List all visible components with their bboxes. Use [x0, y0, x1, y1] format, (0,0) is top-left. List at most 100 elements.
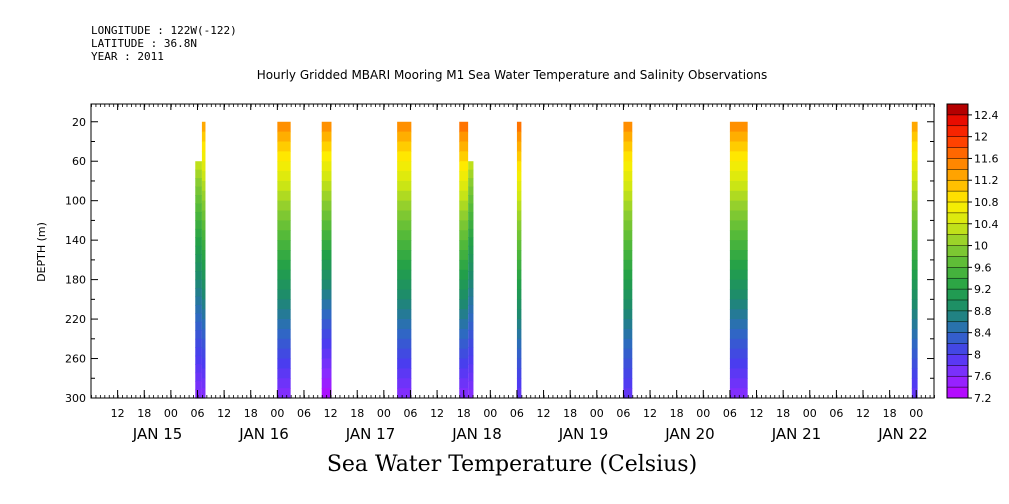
- x-hour-tick-label: 12: [324, 407, 338, 420]
- temperature-cell: [516, 309, 522, 320]
- temperature-cell: [321, 200, 332, 212]
- temperature-cell: [195, 262, 202, 272]
- temperature-cell: [459, 180, 469, 192]
- colorbar-tick-label: 7.6: [974, 370, 992, 383]
- temperature-cell: [277, 121, 291, 133]
- temperature-cell: [195, 195, 202, 205]
- colorbar-swatch: [947, 343, 968, 355]
- temperature-cell: [195, 330, 202, 340]
- x-hour-tick-label: 12: [430, 407, 444, 420]
- temperature-cell: [516, 190, 522, 202]
- temperature-cell: [911, 131, 918, 143]
- temperature-cell: [277, 210, 291, 222]
- temperature-cell: [195, 304, 202, 315]
- x-hour-tick-label: 18: [883, 407, 897, 420]
- chart-title: Hourly Gridded MBARI Mooring M1 Sea Wate…: [256, 68, 768, 82]
- temperature-cell: [911, 141, 918, 152]
- temperature-cell: [277, 220, 291, 231]
- temperature-cell: [468, 296, 474, 306]
- temperature-cell: [277, 319, 291, 330]
- y-tick-label: 300: [65, 392, 86, 405]
- temperature-cell: [277, 141, 291, 152]
- temperature-cell: [195, 245, 202, 255]
- temperature-cell: [911, 289, 918, 300]
- data-column-8: [516, 121, 522, 399]
- temperature-cell: [321, 259, 332, 271]
- colorbar-tick-label: 11.6: [974, 152, 999, 165]
- temperature-cell: [201, 259, 206, 271]
- temperature-cell: [911, 309, 918, 320]
- temperature-cell: [468, 245, 474, 255]
- x-hour-tick-label: 18: [776, 407, 790, 420]
- temperature-cell: [321, 121, 332, 133]
- temperature-cell: [201, 299, 206, 310]
- temperature-cell: [623, 220, 633, 231]
- temperature-cell: [911, 200, 918, 212]
- latitude-label: LATITUDE : 36.8N: [91, 37, 197, 50]
- temperature-cell: [468, 271, 474, 281]
- temperature-cell: [911, 151, 918, 162]
- temperature-cell: [459, 309, 469, 320]
- temperature-cell: [911, 259, 918, 271]
- temperature-cell: [201, 121, 206, 133]
- temperature-cell: [729, 259, 748, 271]
- temperature-cell: [623, 309, 633, 320]
- temperature-cell: [729, 299, 748, 310]
- temperature-cell: [911, 180, 918, 192]
- x-day-label: JAN 16: [238, 425, 289, 443]
- colorbar-swatch: [947, 212, 968, 225]
- temperature-cell: [397, 200, 412, 212]
- temperature-cell: [201, 269, 206, 281]
- temperature-cell: [321, 151, 332, 162]
- temperature-cell: [516, 368, 522, 379]
- longitude-label: LONGITUDE : 122W(-122): [91, 24, 237, 37]
- temperature-cell: [321, 141, 332, 152]
- temperature-cell: [468, 262, 474, 272]
- temperature-cell: [516, 131, 522, 143]
- temperature-cell: [911, 279, 918, 291]
- x-day-label: JAN 19: [558, 425, 609, 443]
- temperature-cell: [397, 121, 412, 133]
- x-hour-tick-label: 06: [616, 407, 630, 420]
- temperature-cell: [201, 220, 206, 231]
- temperature-cell: [516, 388, 522, 399]
- temperature-cell: [729, 151, 748, 162]
- temperature-cell: [516, 161, 522, 172]
- temperature-cell: [321, 299, 332, 310]
- temperature-cell: [729, 210, 748, 222]
- temperature-cell: [201, 210, 206, 222]
- temperature-cell: [277, 161, 291, 172]
- temperature-cell: [277, 368, 291, 379]
- temperature-cell: [729, 368, 748, 379]
- data-column-3: [277, 121, 291, 399]
- colorbar-frame: [946, 103, 969, 399]
- temperature-cell: [397, 141, 412, 152]
- temperature-cell: [729, 230, 748, 241]
- temperature-cell: [623, 328, 633, 340]
- colorbar-tick-label: 9.6: [974, 261, 992, 274]
- temperature-cell: [911, 348, 918, 360]
- temperature-cell: [397, 210, 412, 222]
- temperature-cell: [729, 131, 748, 143]
- temperature-cell: [623, 259, 633, 271]
- temperature-cell: [397, 378, 412, 389]
- temperature-cell: [321, 190, 332, 202]
- x-hour-tick-label: 06: [723, 407, 737, 420]
- temperature-cell: [459, 289, 469, 300]
- x-hour-tick-label: 00: [483, 407, 497, 420]
- colorbar-tick-label: 8.8: [974, 305, 992, 318]
- temperature-cell: [201, 230, 206, 241]
- y-tick-label: 260: [65, 353, 86, 366]
- colorbar-swatch: [947, 125, 968, 137]
- temperature-cell: [623, 250, 633, 261]
- colorbar-swatch: [947, 387, 968, 399]
- x-hour-tick-label: 00: [803, 407, 817, 420]
- temperature-cell: [911, 161, 918, 172]
- temperature-cell: [468, 254, 474, 264]
- temperature-cell: [729, 220, 748, 231]
- temperature-cell: [459, 151, 469, 162]
- temperature-cell: [468, 389, 474, 399]
- data-column-9: [623, 121, 633, 399]
- temperature-cell: [195, 372, 202, 382]
- x-day-label: JAN 15: [132, 425, 183, 443]
